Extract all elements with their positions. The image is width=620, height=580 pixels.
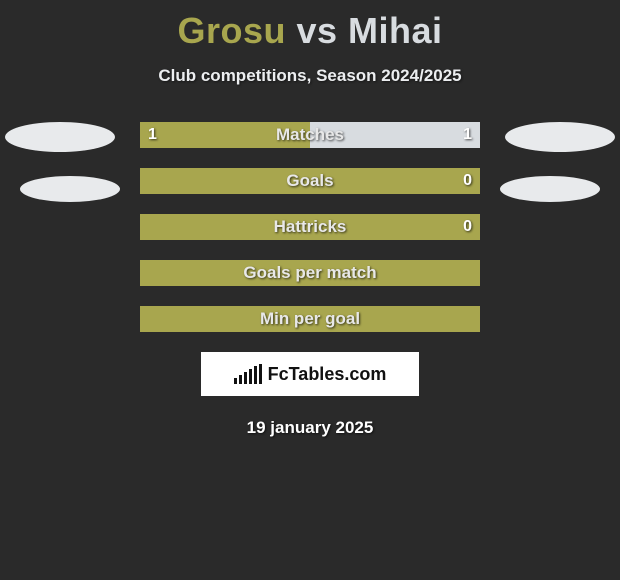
player1-photo-placeholder: [5, 122, 115, 152]
player1-name: Grosu: [177, 10, 286, 51]
stat-label: Hattricks: [140, 214, 480, 240]
player1-badge-placeholder: [20, 176, 120, 202]
stat-row: Min per goal: [140, 306, 480, 332]
logo-bar-segment: [234, 378, 237, 384]
comparison-title: Grosu vs Mihai: [0, 0, 620, 52]
logo-bar-segment: [254, 366, 257, 384]
stat-label: Min per goal: [140, 306, 480, 332]
stat-value-right: 1: [463, 122, 472, 148]
logo-bar-segment: [249, 369, 252, 384]
snapshot-date: 19 january 2025: [0, 418, 620, 438]
stat-label: Matches: [140, 122, 480, 148]
stat-label: Goals: [140, 168, 480, 194]
source-logo: FcTables.com: [201, 352, 419, 396]
stat-row: Goals per match: [140, 260, 480, 286]
subtitle: Club competitions, Season 2024/2025: [0, 66, 620, 86]
logo-bars-icon: [234, 364, 262, 384]
stat-value-right: 0: [463, 214, 472, 240]
stat-value-left: 1: [148, 122, 157, 148]
vs-separator: vs: [296, 10, 337, 51]
stat-value-right: 0: [463, 168, 472, 194]
logo-bar-segment: [259, 364, 262, 384]
stat-label: Goals per match: [140, 260, 480, 286]
logo-bar-segment: [239, 375, 242, 384]
logo-bar-segment: [244, 372, 247, 384]
player2-badge-placeholder: [500, 176, 600, 202]
stat-row: Goals0: [140, 168, 480, 194]
player2-photo-placeholder: [505, 122, 615, 152]
stat-rows-container: Matches11Goals0Hattricks0Goals per match…: [0, 122, 620, 332]
stat-row: Hattricks0: [140, 214, 480, 240]
player2-name: Mihai: [348, 10, 443, 51]
logo-text: FcTables.com: [268, 364, 387, 385]
stat-row: Matches1 1: [140, 122, 480, 148]
